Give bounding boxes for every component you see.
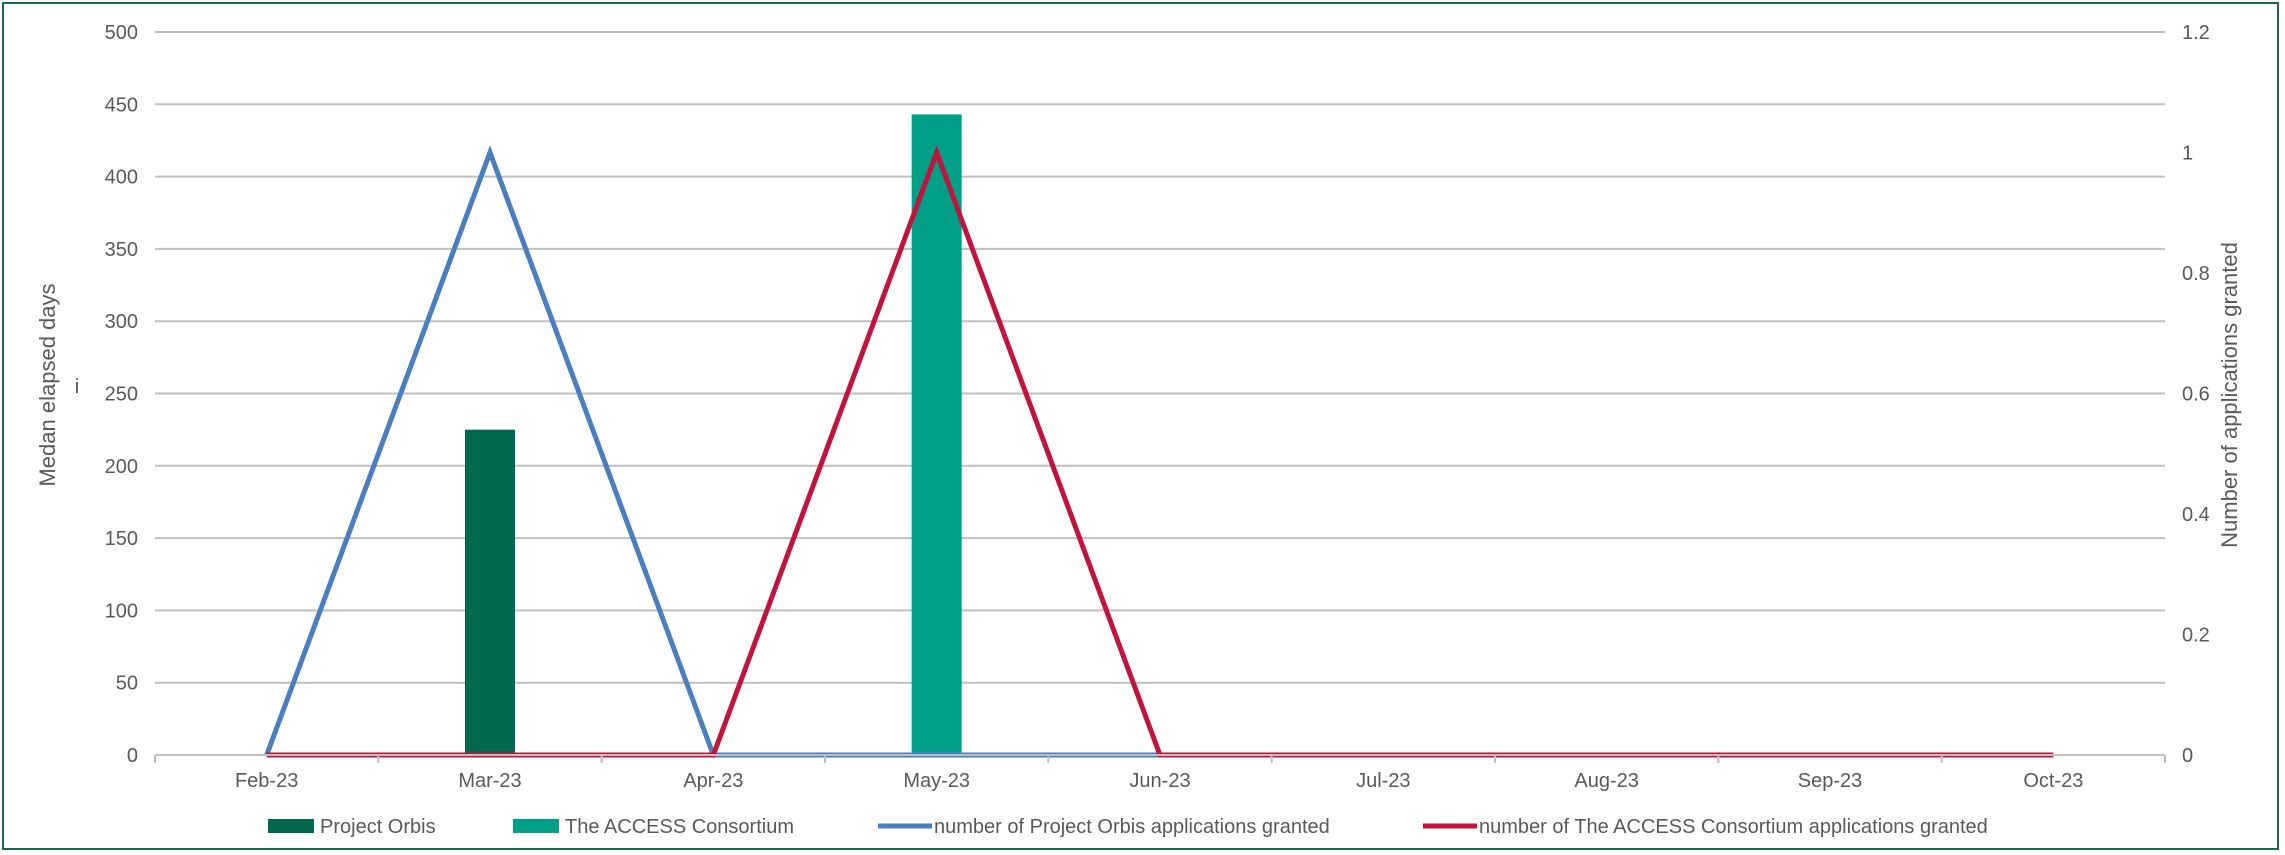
line-series <box>264 145 2054 758</box>
x-tick-label: Oct-23 <box>2023 770 2083 792</box>
x-tick-label: Aug-23 <box>1574 770 1639 792</box>
x-tick-label: Apr-23 <box>683 770 743 792</box>
y-left-axis-mark: i <box>75 376 79 398</box>
bar <box>911 114 962 755</box>
legend-label: number of Project Orbis applications gra… <box>934 816 1330 838</box>
y-left-tick-label: 50 <box>116 673 138 695</box>
legend-label: number of The ACCESS Consortium applicat… <box>1479 816 1988 838</box>
y-left-tick-label: 150 <box>105 528 138 550</box>
y-right-tick-label: 1 <box>2182 143 2193 165</box>
y-right-tick-label: 0.4 <box>2182 504 2210 526</box>
y-right-axis-title: Number of applications granted <box>2217 242 2242 548</box>
gridlines <box>155 31 2165 684</box>
y-left-tick-label: 0 <box>127 745 138 767</box>
legend-label: The ACCESS Consortium <box>565 816 794 838</box>
y-left-axis-ticks: 0 50 100 150 200 250 300 350 400 450 500 <box>105 22 138 767</box>
x-tick-label: Jun-23 <box>1129 770 1190 792</box>
legend-swatch <box>268 819 314 833</box>
x-tick-label: Jul-23 <box>1356 770 1410 792</box>
legend-swatch <box>513 819 559 833</box>
y-left-tick-label: 400 <box>105 167 138 189</box>
legend-label: Project Orbis <box>320 816 436 838</box>
y-right-axis-title-group: Number of applications granted <box>2217 242 2242 548</box>
y-right-tick-label: 1.2 <box>2182 22 2210 44</box>
y-left-tick-label: 350 <box>105 239 138 261</box>
x-tick-label: May-23 <box>903 770 970 792</box>
y-right-tick-label: 0.2 <box>2182 625 2210 647</box>
y-left-tick-label: 450 <box>105 94 138 116</box>
y-left-tick-label: 100 <box>105 600 138 622</box>
y-right-tick-label: 0 <box>2182 745 2193 767</box>
x-axis-ticks: Feb-23 Mar-23 Apr-23 May-23 Jun-23 Jul-23 Aug-… <box>154 755 2166 792</box>
legend: Project Orbis The ACCESS Consortium number… <box>268 816 1988 838</box>
bar <box>465 429 515 755</box>
y-left-tick-label: 500 <box>105 22 138 44</box>
x-tick-label: Sep-23 <box>1798 770 1863 792</box>
y-right-axis-ticks: 0 0.2 0.4 0.6 0.8 1 1.2 <box>2182 22 2210 767</box>
series-line <box>266 145 2054 758</box>
x-tick-label: Mar-23 <box>458 770 521 792</box>
y-left-tick-label: 200 <box>105 456 138 478</box>
y-left-tick-label: 250 <box>105 384 138 406</box>
y-left-tick-label: 300 <box>105 311 138 333</box>
y-right-tick-label: 0.8 <box>2182 263 2210 285</box>
x-tick-label: Feb-23 <box>235 770 298 792</box>
bar-series <box>465 114 962 755</box>
series-line <box>264 145 1160 758</box>
y-right-tick-label: 0.6 <box>2182 384 2210 406</box>
y-left-axis-title-group: Medan elapsed days <box>35 283 60 486</box>
y-left-axis-title: Medan elapsed days <box>35 283 60 486</box>
